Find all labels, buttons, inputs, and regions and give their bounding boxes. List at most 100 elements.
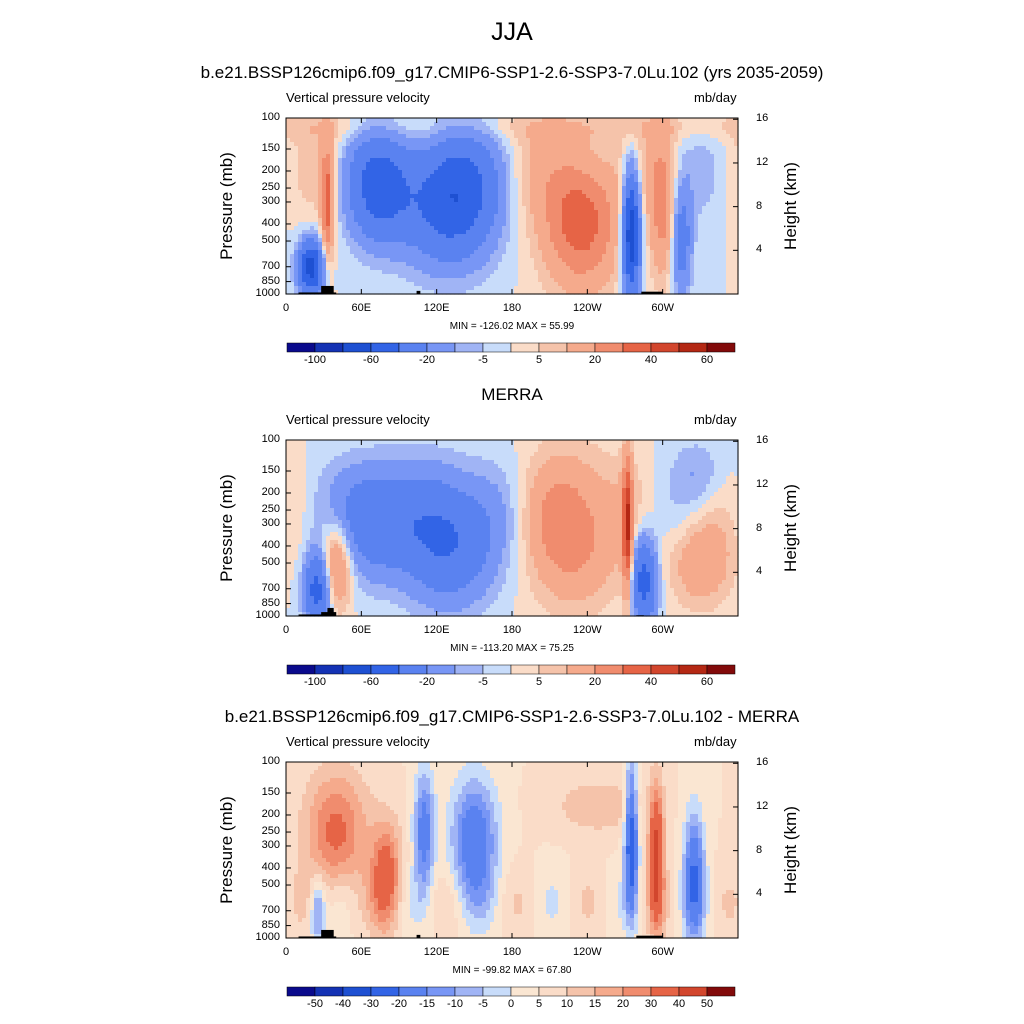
field-cell: [470, 274, 475, 279]
field-cell: [566, 222, 571, 227]
field-cell: [326, 198, 331, 203]
field-cell: [374, 162, 379, 167]
field-cell: [382, 234, 387, 239]
field-cell: [706, 274, 711, 279]
field-cell: [514, 182, 519, 187]
field-cell: [622, 194, 627, 199]
field-cell: [634, 202, 639, 207]
field-cell: [386, 286, 391, 291]
field-cell: [502, 286, 507, 291]
field-cell: [482, 274, 487, 279]
field-cell: [562, 214, 567, 219]
field-cell: [470, 134, 475, 139]
field-cell: [658, 214, 663, 219]
field-cell: [322, 158, 327, 163]
field-cell: [626, 246, 631, 251]
field-cell: [710, 202, 715, 207]
field-cell: [406, 166, 411, 171]
field-cell: [602, 278, 607, 283]
field-cell: [510, 206, 515, 211]
field-cell: [402, 206, 407, 211]
field-cell: [614, 182, 619, 187]
field-cell: [594, 206, 599, 211]
field-cell: [422, 202, 427, 207]
field-cell: [302, 250, 307, 255]
field-cell: [710, 250, 715, 255]
field-cell: [410, 258, 415, 263]
field-cell: [302, 206, 307, 211]
field-cell: [554, 258, 559, 263]
field-cell: [702, 142, 707, 147]
field-cell: [662, 190, 667, 195]
field-cell: [494, 194, 499, 199]
field-cell: [378, 178, 383, 183]
field-cell: [378, 222, 383, 227]
field-cell: [446, 238, 451, 243]
field-cell: [686, 122, 691, 127]
field-cell: [522, 178, 527, 183]
field-cell: [486, 258, 491, 263]
field-cell: [382, 250, 387, 255]
field-cell: [426, 166, 431, 171]
field-cell: [478, 214, 483, 219]
field-cell: [626, 218, 631, 223]
field-cell: [286, 210, 291, 215]
field-cell: [530, 250, 535, 255]
field-cell: [554, 142, 559, 147]
field-cell: [726, 282, 731, 287]
field-cell: [718, 242, 723, 247]
field-cell: [578, 218, 583, 223]
field-cell: [478, 150, 483, 155]
field-cell: [446, 246, 451, 251]
field-cell: [526, 242, 531, 247]
field-cell: [354, 126, 359, 131]
field-cell: [486, 238, 491, 243]
field-cell: [506, 134, 511, 139]
field-cell: [678, 146, 683, 151]
field-cell: [370, 262, 375, 267]
field-cell: [302, 126, 307, 131]
field-cell: [346, 134, 351, 139]
field-cell: [382, 190, 387, 195]
field-cell: [614, 186, 619, 191]
field-cell: [422, 178, 427, 183]
field-cell: [286, 194, 291, 199]
field-cell: [306, 166, 311, 171]
field-cell: [610, 210, 615, 215]
field-cell: [382, 202, 387, 207]
field-cell: [618, 210, 623, 215]
field-cell: [514, 170, 519, 175]
field-cell: [298, 274, 303, 279]
field-cell: [438, 258, 443, 263]
field-cell: [382, 142, 387, 147]
field-cell: [454, 238, 459, 243]
field-cell: [438, 214, 443, 219]
field-cell: [314, 154, 319, 159]
field-cell: [574, 126, 579, 131]
field-cell: [310, 290, 315, 295]
field-cell: [670, 142, 675, 147]
field-cell: [370, 218, 375, 223]
field-cell: [350, 190, 355, 195]
field-cell: [390, 194, 395, 199]
field-cell: [570, 270, 575, 275]
field-cell: [342, 250, 347, 255]
field-cell: [338, 122, 343, 127]
field-cell: [646, 278, 651, 283]
field-cell: [498, 158, 503, 163]
field-cell: [654, 170, 659, 175]
field-cell: [370, 238, 375, 243]
field-cell: [682, 126, 687, 131]
field-cell: [626, 254, 631, 259]
field-cell: [294, 226, 299, 231]
field-cell: [458, 162, 463, 167]
field-cell: [558, 138, 563, 143]
field-cell: [422, 282, 427, 287]
field-cell: [418, 254, 423, 259]
field-cell: [582, 138, 587, 143]
field-cell: [458, 202, 463, 207]
field-cell: [430, 162, 435, 167]
field-cell: [426, 194, 431, 199]
field-cell: [558, 286, 563, 291]
field-cell: [586, 182, 591, 187]
